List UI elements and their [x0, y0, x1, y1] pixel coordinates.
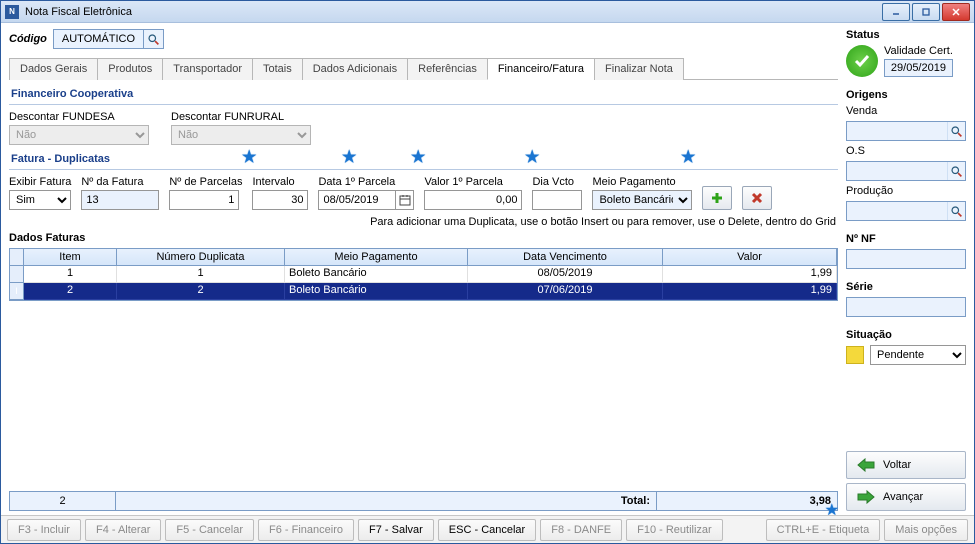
- num-fatura-label: Nº da Fatura: [81, 176, 159, 188]
- section-coop-title: Financeiro Cooperativa: [9, 80, 838, 105]
- totals-label: Total:: [116, 492, 657, 510]
- tab-5[interactable]: Referências: [407, 58, 488, 80]
- exibir-label: Exibir Fatura: [9, 176, 71, 188]
- tab-4[interactable]: Dados Adicionais: [302, 58, 408, 80]
- meio-label: Meio Pagamento: [592, 176, 692, 188]
- f5-button[interactable]: F5 - Cancelar: [165, 519, 254, 541]
- add-button[interactable]: [702, 186, 732, 210]
- col-meio: Meio Pagamento: [285, 249, 468, 266]
- tab-3[interactable]: Totais: [252, 58, 303, 80]
- minimize-button[interactable]: [882, 3, 910, 21]
- totals-count: 2: [10, 492, 116, 510]
- titlebar: N Nota Fiscal Eletrônica: [1, 1, 974, 23]
- f8-button[interactable]: F8 - DANFE: [540, 519, 622, 541]
- dia-label: Dia Vcto: [532, 176, 582, 188]
- section-fatura-title: Fatura - Duplicatas ★ ★ ★ ★ ★: [9, 145, 838, 170]
- dados-faturas-title: Dados Faturas: [9, 232, 838, 248]
- situacao-select[interactable]: Pendente: [870, 345, 966, 365]
- grid-hint: Para adicionar uma Duplicata, use o botã…: [9, 210, 838, 232]
- parcelas-input[interactable]: [169, 190, 239, 210]
- venda-label: Venda: [846, 105, 966, 117]
- maximize-button[interactable]: [912, 3, 940, 21]
- data1-label: Data 1º Parcela: [318, 176, 414, 188]
- tab-1[interactable]: Produtos: [97, 58, 163, 80]
- codigo-field[interactable]: AUTOMÁTICO: [53, 29, 164, 49]
- situacao-swatch: [846, 346, 864, 364]
- valor1-input[interactable]: [424, 190, 522, 210]
- status-label: Status: [846, 29, 966, 41]
- data1-input[interactable]: [318, 190, 396, 210]
- window-controls: [882, 3, 970, 21]
- tab-2[interactable]: Transportador: [162, 58, 253, 80]
- validade-label: Validade Cert.: [884, 45, 953, 57]
- valor1-label: Valor 1º Parcela: [424, 176, 522, 188]
- window-title: Nota Fiscal Eletrônica: [25, 6, 882, 18]
- num-fatura-input[interactable]: [81, 190, 159, 210]
- os-lookup[interactable]: [846, 161, 966, 181]
- f3-button[interactable]: F3 - Incluir: [7, 519, 81, 541]
- nf-field[interactable]: [846, 249, 966, 269]
- tab-6[interactable]: Financeiro/Fatura: [487, 58, 595, 80]
- meio-select[interactable]: Boleto Bancário: [592, 190, 692, 210]
- producao-label: Produção: [846, 185, 966, 197]
- funrural-select: Não: [171, 125, 311, 145]
- f7-button[interactable]: F7 - Salvar: [358, 519, 434, 541]
- totals-row: 2 Total: 3,98 ★: [9, 491, 838, 511]
- tab-0[interactable]: Dados Gerais: [9, 58, 98, 80]
- intervalo-label: Intervalo: [252, 176, 308, 188]
- venda-lookup[interactable]: [846, 121, 966, 141]
- esc-button[interactable]: ESC - Cancelar: [438, 519, 536, 541]
- producao-lookup[interactable]: [846, 201, 966, 221]
- faturas-grid[interactable]: Item Número Duplicata Meio Pagamento Dat…: [9, 248, 838, 301]
- col-valor: Valor: [663, 249, 837, 266]
- validade-value: 29/05/2019: [884, 59, 953, 77]
- codigo-value: AUTOMÁTICO: [54, 31, 143, 47]
- col-data: Data Vencimento: [468, 249, 663, 266]
- os-label: O.S: [846, 145, 966, 157]
- tabs-bar: Dados GeraisProdutosTransportadorTotaisD…: [9, 57, 838, 80]
- remove-button[interactable]: [742, 186, 772, 210]
- origens-label: Origens: [846, 89, 966, 101]
- totals-value: 3,98: [657, 492, 837, 510]
- parcelas-label: Nº de Parcelas: [169, 176, 242, 188]
- intervalo-input[interactable]: [252, 190, 308, 210]
- etiqueta-button[interactable]: CTRL+E - Etiqueta: [766, 519, 881, 541]
- codigo-label: Código: [9, 33, 47, 45]
- footer-toolbar: F3 - Incluir F4 - Alterar F5 - Cancelar …: [1, 515, 974, 543]
- serie-field[interactable]: [846, 297, 966, 317]
- funrural-label: Descontar FUNRURAL: [171, 111, 311, 123]
- table-row[interactable]: 11Boleto Bancário08/05/20191,99: [10, 266, 837, 283]
- close-button[interactable]: [942, 3, 970, 21]
- col-item: Item: [24, 249, 117, 266]
- situacao-label: Situação: [846, 329, 966, 341]
- fundesa-label: Descontar FUNDESA: [9, 111, 149, 123]
- voltar-button[interactable]: Voltar: [846, 451, 966, 479]
- calendar-icon[interactable]: [396, 190, 414, 210]
- app-window: N Nota Fiscal Eletrônica Código AUTOMÁTI…: [0, 0, 975, 544]
- col-dup: Número Duplicata: [117, 249, 285, 266]
- codigo-lookup-icon[interactable]: [143, 30, 163, 48]
- mais-opcoes-button[interactable]: Mais opções: [884, 519, 968, 541]
- status-ok-icon: [846, 45, 878, 77]
- tab-7[interactable]: Finalizar Nota: [594, 58, 684, 80]
- app-icon: N: [5, 5, 19, 19]
- dia-input[interactable]: [532, 190, 582, 210]
- f6-button[interactable]: F6 - Financeiro: [258, 519, 354, 541]
- avancar-button[interactable]: Avançar: [846, 483, 966, 511]
- serie-label: Série: [846, 281, 966, 293]
- exibir-select[interactable]: Sim: [9, 190, 71, 210]
- table-row[interactable]: I22Boleto Bancário07/06/20191,99: [10, 283, 837, 300]
- fundesa-select: Não: [9, 125, 149, 145]
- f10-button[interactable]: F10 - Reutilizar: [626, 519, 723, 541]
- nf-label: Nº NF: [846, 233, 966, 245]
- f4-button[interactable]: F4 - Alterar: [85, 519, 161, 541]
